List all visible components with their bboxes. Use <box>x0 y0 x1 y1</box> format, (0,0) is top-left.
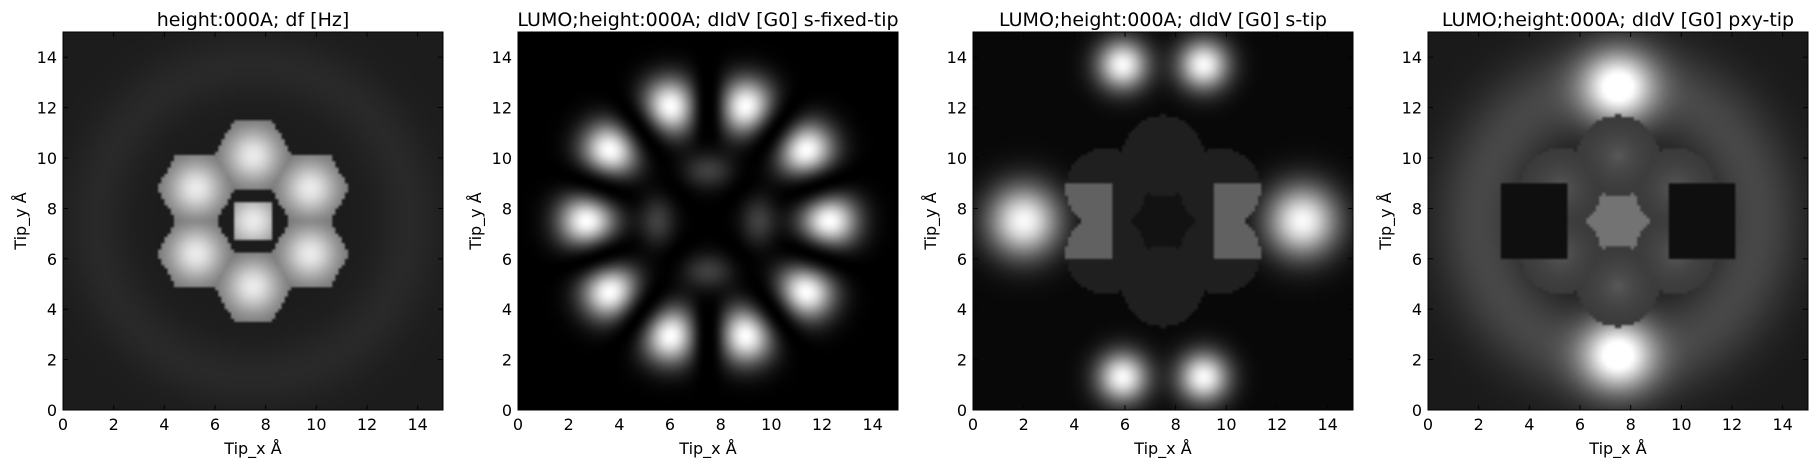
x-axis-label: Tip_x Å <box>223 439 281 459</box>
y-tick-label: 2 <box>502 351 512 370</box>
y-tick-label: 14 <box>1402 48 1422 67</box>
heatmap-image <box>973 32 1353 410</box>
x-tick-label: 10 <box>1671 415 1691 434</box>
x-tick-label: 14 <box>1772 415 1792 434</box>
y-tick-label: 10 <box>947 149 967 168</box>
chart-title: height:000A; df [Hz] <box>157 9 350 31</box>
x-tick-label: 0 <box>1423 415 1433 434</box>
chart-title: LUMO;height:000A; dIdV [G0] pxy-tip <box>1442 9 1794 31</box>
x-tick-label: 10 <box>1216 415 1236 434</box>
x-tick-label: 6 <box>665 415 675 434</box>
y-tick-label: 6 <box>1412 250 1422 269</box>
y-tick-label: 4 <box>1412 300 1422 319</box>
x-tick-label: 8 <box>1171 415 1181 434</box>
x-tick-label: 0 <box>968 415 978 434</box>
y-tick-label: 6 <box>502 250 512 269</box>
y-axis-label: Tip_y Å <box>11 192 31 250</box>
panel-df: height:000A; df [Hz] 0 2 4 6 8 10 12 14 0 2 4 6 8 10 12… <box>11 9 444 459</box>
y-tick-label: 4 <box>957 300 967 319</box>
x-tick-label: 14 <box>407 415 427 434</box>
x-axis-label: Tip_x Å <box>678 439 736 459</box>
y-tick-label: 4 <box>502 300 512 319</box>
plot-frame <box>972 31 1354 411</box>
y-tick-label: 0 <box>502 401 512 420</box>
y-tick-label: 2 <box>957 351 967 370</box>
y-tick-label: 0 <box>1412 401 1422 420</box>
panel-s-fixed: LUMO;height:000A; dIdV [G0] s-fixed-tip 0… <box>466 9 899 459</box>
panel-pxy: LUMO;height:000A; dIdV [G0] pxy-tip 0 2 4 6 8… <box>1376 9 1809 459</box>
y-tick-label: 10 <box>492 149 512 168</box>
chart-title: LUMO;height:000A; dIdV [G0] s-fixed-tip <box>517 9 898 31</box>
x-tick-label: 2 <box>1474 415 1484 434</box>
x-tick-label: 6 <box>1575 415 1585 434</box>
x-tick-label: 10 <box>306 415 326 434</box>
y-axis-label: Tip_y Å <box>466 192 486 250</box>
x-tick-label: 0 <box>58 415 68 434</box>
y-axis-label: Tip_y Å <box>921 192 941 250</box>
y-tick-label: 12 <box>492 99 512 118</box>
y-tick-label: 12 <box>1402 99 1422 118</box>
x-tick-label: 2 <box>564 415 574 434</box>
y-tick-label: 14 <box>492 48 512 67</box>
x-tick-label: 8 <box>261 415 271 434</box>
y-tick-label: 14 <box>947 48 967 67</box>
x-axis-label: Tip_x Å <box>1588 439 1646 459</box>
y-tick-label: 2 <box>47 351 57 370</box>
x-tick-label: 12 <box>357 415 377 434</box>
heatmap-image <box>63 32 443 410</box>
x-tick-label: 4 <box>614 415 624 434</box>
y-tick-label: 4 <box>47 300 57 319</box>
x-tick-label: 4 <box>1069 415 1079 434</box>
y-tick-label: 12 <box>947 99 967 118</box>
x-tick-label: 2 <box>1019 415 1029 434</box>
x-tick-label: 8 <box>716 415 726 434</box>
x-tick-label: 6 <box>1120 415 1130 434</box>
x-tick-label: 12 <box>812 415 832 434</box>
heatmap-image <box>1428 32 1808 410</box>
x-tick-label: 14 <box>862 415 882 434</box>
heatmap-image <box>518 32 898 410</box>
x-tick-label: 10 <box>761 415 781 434</box>
plot-frame <box>62 31 444 411</box>
y-tick-label: 10 <box>1402 149 1422 168</box>
x-tick-label: 4 <box>159 415 169 434</box>
x-tick-label: 6 <box>210 415 220 434</box>
x-tick-label: 12 <box>1722 415 1742 434</box>
y-tick-label: 0 <box>957 401 967 420</box>
y-tick-label: 10 <box>37 149 57 168</box>
y-tick-label: 8 <box>502 199 512 218</box>
x-tick-label: 14 <box>1317 415 1337 434</box>
y-tick-label: 0 <box>47 401 57 420</box>
y-tick-label: 8 <box>957 199 967 218</box>
y-tick-label: 8 <box>47 199 57 218</box>
y-axis-label: Tip_y Å <box>1376 192 1396 250</box>
panel-s: LUMO;height:000A; dIdV [G0] s-tip 0 2 4 6 8 10… <box>921 9 1354 459</box>
y-tick-label: 2 <box>1412 351 1422 370</box>
y-tick-label: 14 <box>37 48 57 67</box>
plot-frame <box>517 31 899 411</box>
x-axis-label: Tip_x Å <box>1133 439 1191 459</box>
x-tick-label: 2 <box>109 415 119 434</box>
x-tick-label: 4 <box>1524 415 1534 434</box>
chart-title: LUMO;height:000A; dIdV [G0] s-tip <box>999 9 1327 31</box>
plot-frame <box>1427 31 1809 411</box>
y-tick-label: 12 <box>37 99 57 118</box>
x-tick-label: 8 <box>1626 415 1636 434</box>
x-tick-label: 0 <box>513 415 523 434</box>
x-tick-label: 12 <box>1267 415 1287 434</box>
y-tick-label: 6 <box>47 250 57 269</box>
y-tick-label: 6 <box>957 250 967 269</box>
y-tick-label: 8 <box>1412 199 1422 218</box>
